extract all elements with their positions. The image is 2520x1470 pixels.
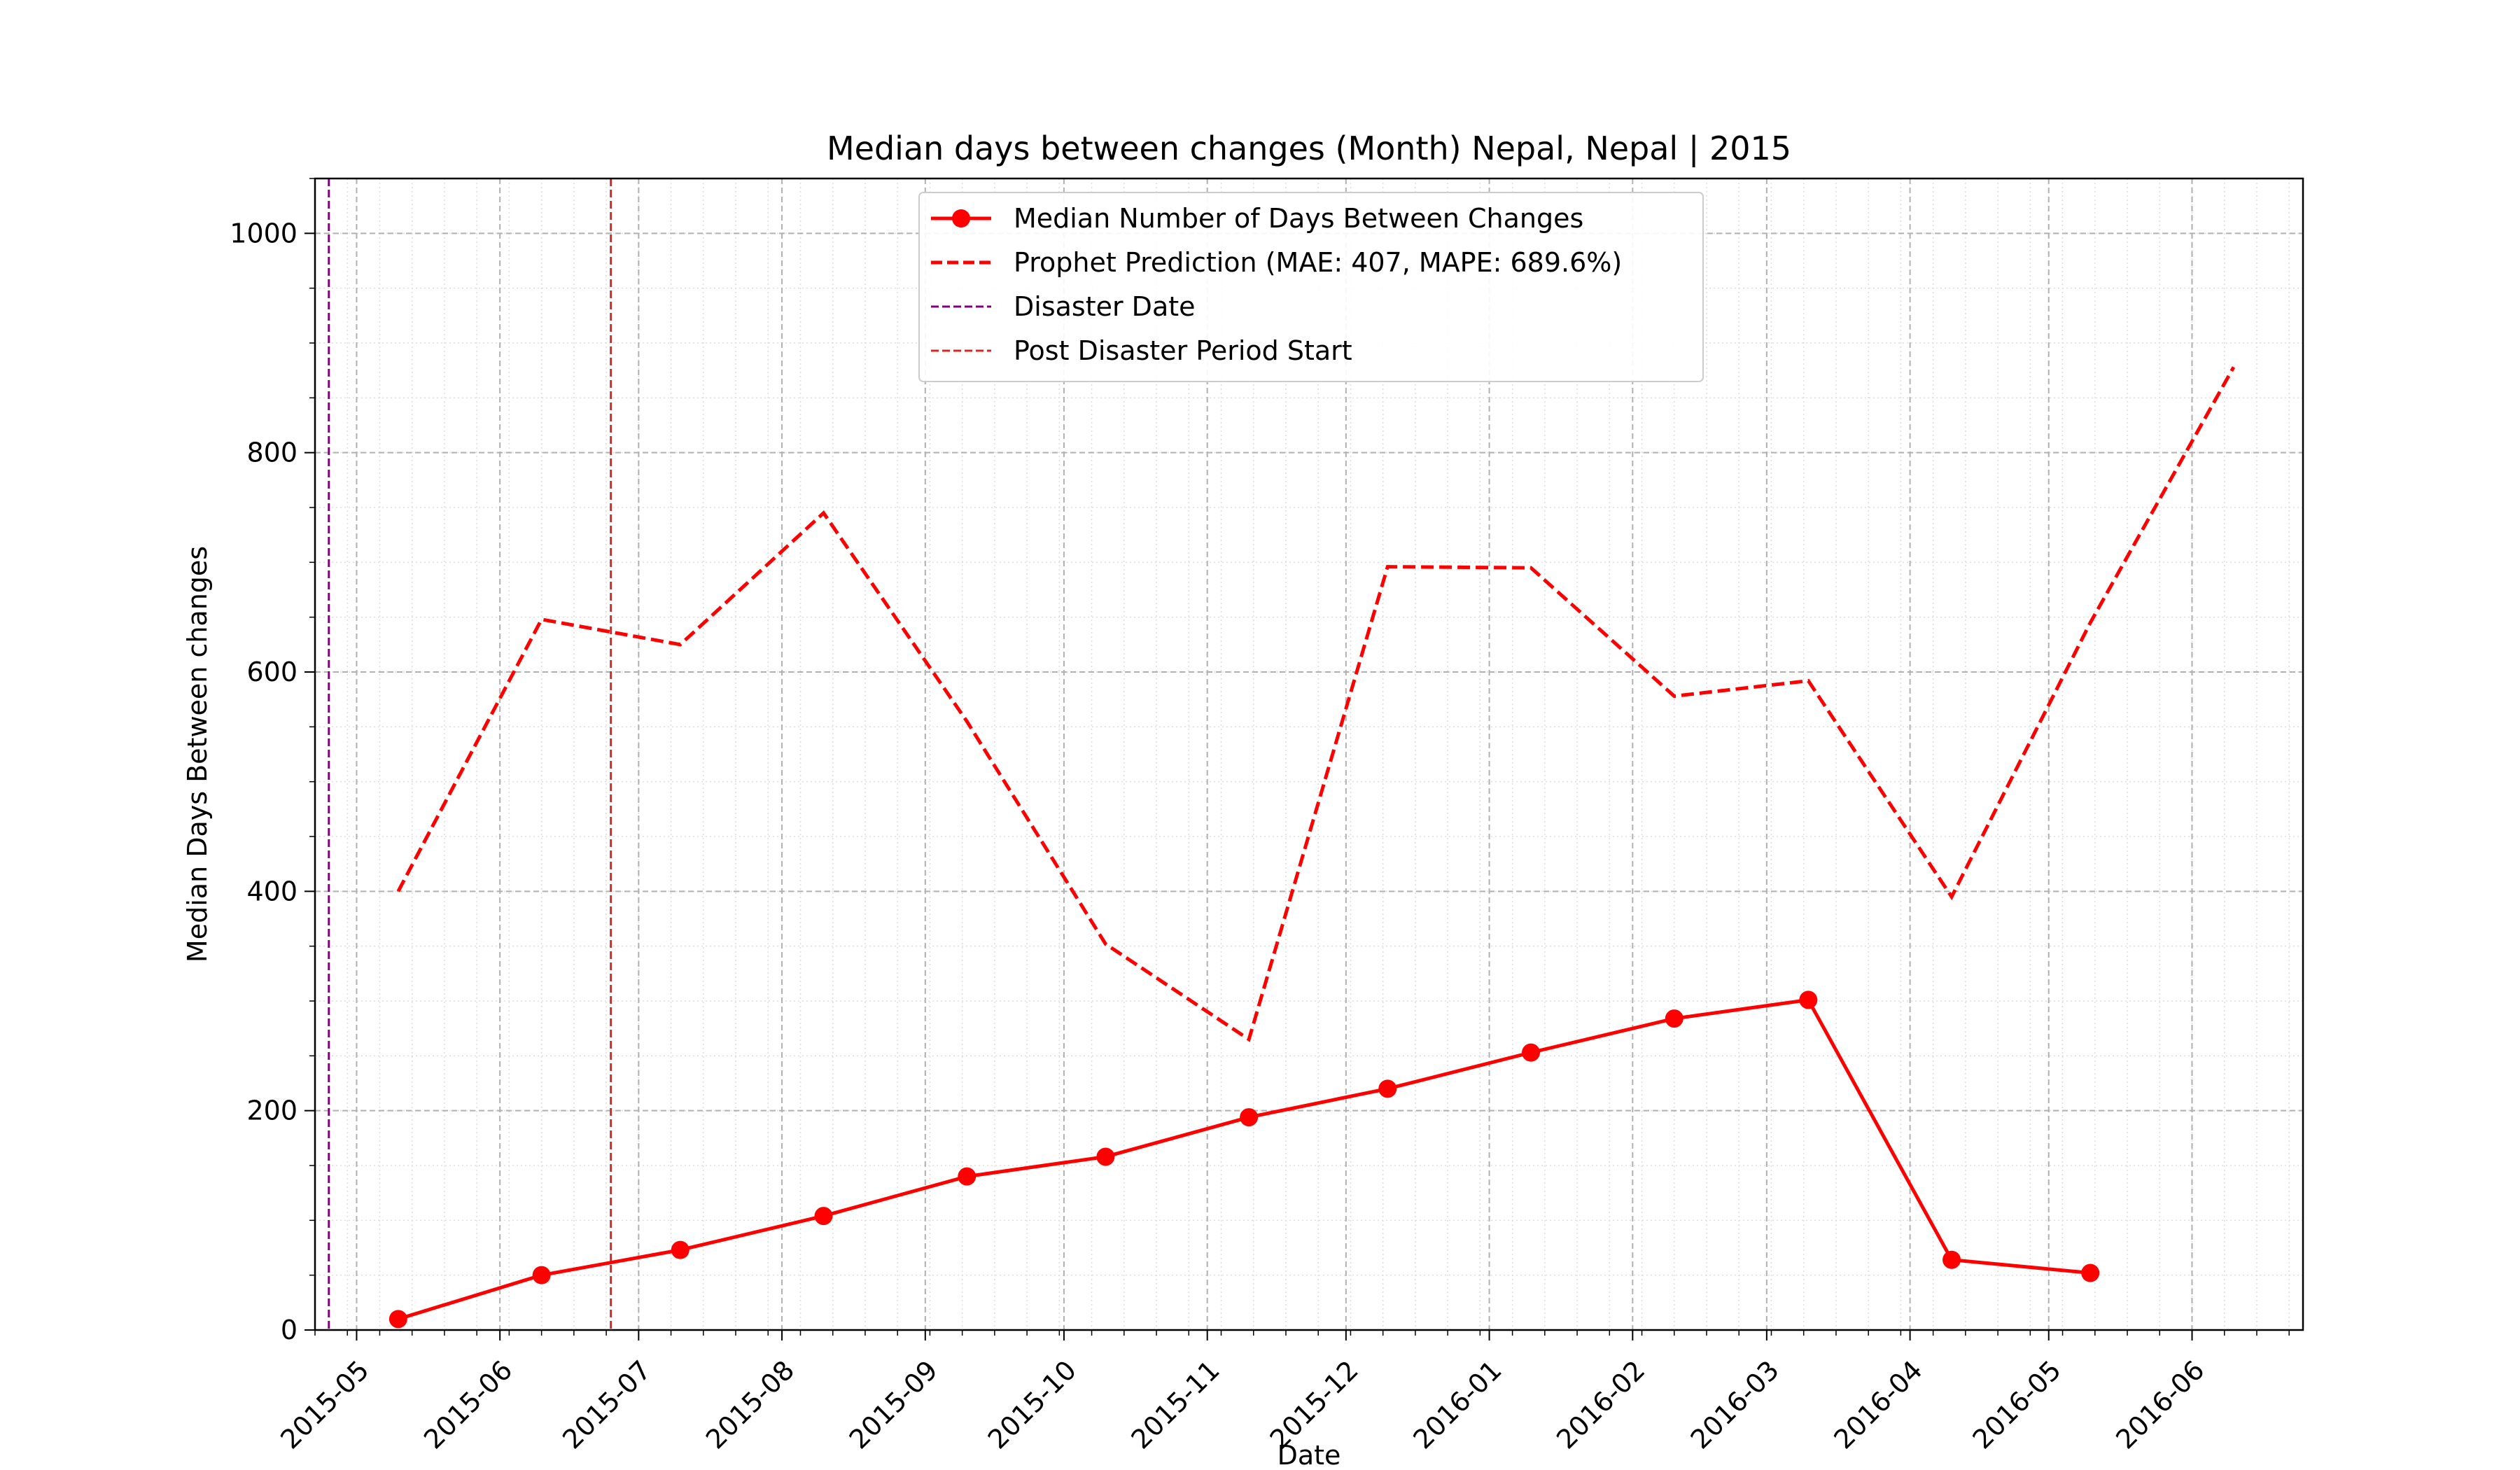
y-tick-label: 0 <box>281 1315 298 1345</box>
legend-marker <box>952 209 970 227</box>
y-tick-label: 800 <box>246 438 298 468</box>
y-tick-label: 200 <box>246 1096 298 1126</box>
y-tick-label: 1000 <box>230 218 298 248</box>
y-tick-label: 400 <box>246 876 298 906</box>
legend-entry-label: Post Disaster Period Start <box>1014 335 1352 366</box>
median-data-point <box>388 1310 407 1329</box>
plot-frame <box>314 177 2304 1331</box>
median-data-point <box>814 1207 833 1226</box>
legend: Median Number of Days Between Changes Pro… <box>918 192 1704 382</box>
y-tick-label: 600 <box>246 657 298 687</box>
median-data-point <box>1096 1147 1115 1166</box>
median-data-point <box>1799 990 1818 1009</box>
median-data-point <box>1665 1009 1684 1028</box>
median-data-point <box>2081 1264 2100 1282</box>
legend-box <box>918 192 1704 382</box>
series-layer <box>388 366 2236 1329</box>
median-data-point <box>1378 1079 1397 1098</box>
median-data-point <box>1522 1043 1541 1062</box>
vertical-lines <box>328 178 612 1330</box>
chart-title: Median days between changes (Month) Nepa… <box>827 130 1791 168</box>
median-data-point <box>532 1266 551 1284</box>
legend-entry-label: Prophet Prediction (MAE: 407, MAPE: 689.… <box>1014 247 1622 278</box>
median-data-point <box>958 1167 976 1186</box>
legend-entry-label: Disaster Date <box>1014 291 1196 322</box>
median-data-point <box>671 1240 690 1259</box>
median-data-point <box>1942 1250 1961 1269</box>
median-data-point <box>1240 1108 1259 1127</box>
x-axis-label: Date <box>1278 1440 1341 1470</box>
prediction-series-line <box>396 366 2236 1042</box>
y-axis-label: Median Days Between changes <box>182 546 213 962</box>
legend-entry-label: Median Number of Days Between Changes <box>1014 203 1583 234</box>
minor-grid <box>314 178 2303 1331</box>
